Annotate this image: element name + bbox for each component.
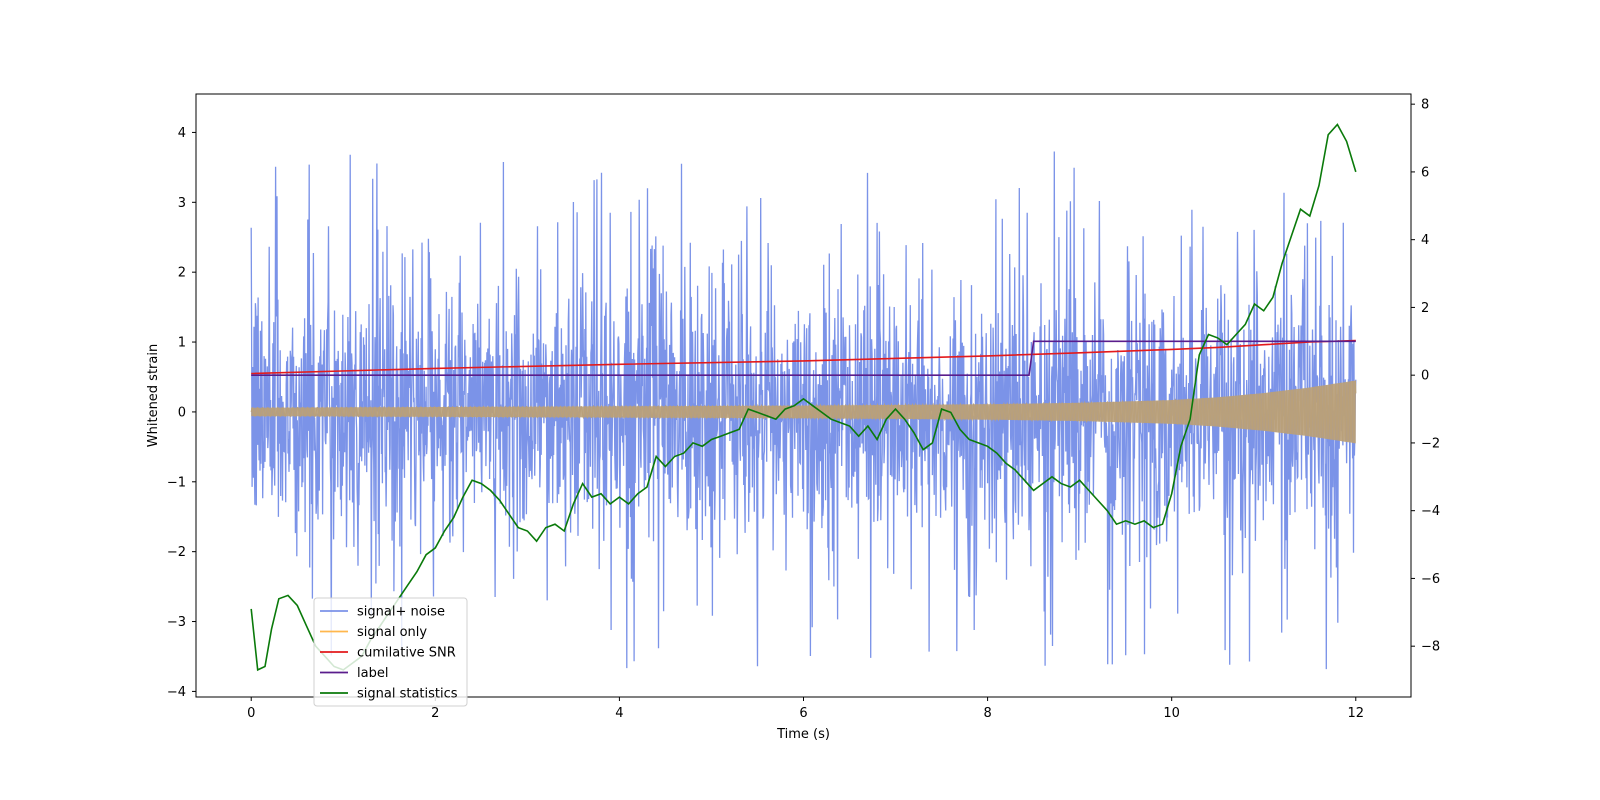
left-tick-label: −2	[167, 545, 186, 560]
y-axis-label: Whitened strain	[146, 344, 161, 447]
right-tick-label: −8	[1421, 640, 1440, 655]
left-tick-label: 0	[178, 405, 186, 420]
signal-only-envelope	[251, 380, 1356, 444]
series-signal-noise	[250, 151, 1357, 670]
right-tick-label: 2	[1421, 301, 1429, 316]
right-axis: −8 −6 −4 −2 0 2 4 6 8	[1411, 98, 1440, 655]
left-tick-label: −3	[167, 615, 186, 630]
legend-label: signal+ noise	[357, 605, 445, 620]
right-tick-label: 6	[1421, 165, 1429, 180]
legend-box	[313, 597, 468, 707]
x-tick-label: 6	[799, 706, 807, 721]
left-tick-label: 2	[178, 266, 186, 281]
x-tick-label: 8	[983, 706, 991, 721]
x-axis-label: Time (s)	[776, 727, 830, 742]
x-tick-label: 4	[615, 706, 623, 721]
legend: signal+ noise signal only cumilative SNR la…	[313, 597, 468, 707]
series-cumulative-snr	[251, 339, 1356, 375]
plot-area	[250, 123, 1357, 672]
legend-label: signal statistics	[357, 687, 458, 702]
right-tick-label: 4	[1421, 233, 1429, 248]
x-axis: 0 2 4 6 8 10 12	[247, 697, 1364, 721]
x-tick-label: 2	[431, 706, 439, 721]
right-tick-label: 8	[1421, 98, 1429, 113]
legend-label: cumilative SNR	[357, 646, 456, 661]
left-tick-label: −1	[167, 475, 186, 490]
series-label	[251, 340, 1356, 376]
series-signal-statistics	[250, 123, 1357, 672]
x-tick-label: 10	[1163, 706, 1180, 721]
x-tick-label: 0	[247, 706, 255, 721]
legend-label: label	[357, 666, 388, 681]
left-tick-label: 3	[178, 196, 186, 211]
legend-label: signal only	[357, 625, 427, 640]
left-tick-label: 1	[178, 336, 186, 351]
right-tick-label: −2	[1421, 436, 1440, 451]
right-tick-label: −4	[1421, 504, 1440, 519]
left-tick-label: 4	[178, 126, 186, 141]
right-tick-label: −6	[1421, 572, 1440, 587]
x-tick-label: 12	[1347, 706, 1364, 721]
left-tick-label: −4	[167, 685, 186, 700]
right-tick-label: 0	[1421, 369, 1429, 384]
left-axis: −4 −3 −2 −1 0 1 2 3 4	[167, 126, 196, 700]
